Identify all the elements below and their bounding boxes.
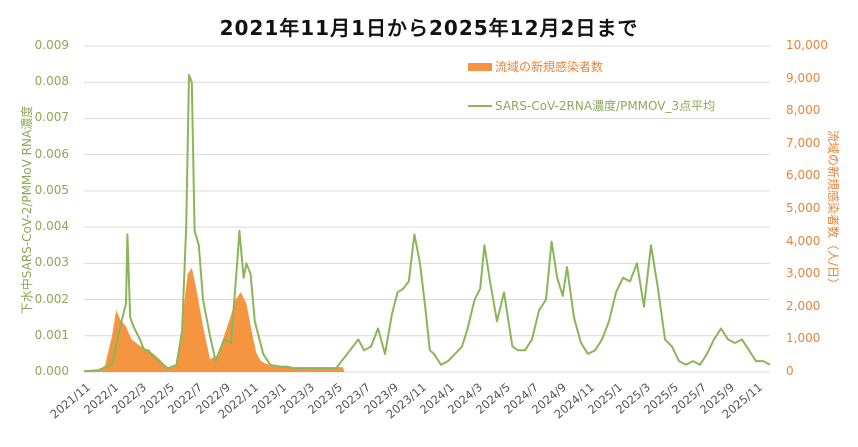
right-y-tick: 10,000 (786, 38, 828, 52)
right-y-tick: 5,000 (786, 201, 821, 215)
right-y-tick: 3,000 (786, 266, 821, 281)
rna-line-series (83, 74, 771, 373)
right-y-tick: 7,000 (786, 135, 821, 150)
right-y-tick: 4,000 (786, 233, 821, 248)
legend-swatch-cases (468, 62, 492, 71)
right-y-axis-label: 流域の新規感染者数（人/日） (826, 129, 840, 291)
right-y-tick: 8,000 (786, 103, 821, 118)
right-y-tick: 2,000 (786, 298, 821, 313)
left-y-tick: 0.008 (34, 74, 69, 89)
right-y-tick: 0 (786, 364, 794, 378)
chart-title: 2021年11月1日から2025年12月2日まで (219, 16, 639, 40)
cases-area-series (84, 267, 345, 372)
left-y-tick: 0.004 (34, 219, 69, 234)
right-y-tick: 9,000 (786, 70, 821, 85)
gridlines (84, 45, 770, 373)
left-y-tick: 0.003 (34, 255, 69, 270)
left-y-axis-label: 下水中SARS-CoV-2/PMMoV RNA濃度 (20, 105, 34, 315)
left-y-tick: 0.006 (34, 146, 69, 161)
left-y-tick: 0.000 (34, 364, 69, 378)
left-y-tick: 0.002 (34, 291, 69, 306)
left-y-tick: 0.009 (34, 38, 69, 52)
legend-item-cases: 流域の新規感染者数 (468, 58, 603, 75)
right-y-tick: 1,000 (786, 331, 821, 346)
legend-label-rna: SARS-CoV-2RNA濃度/PMMOV_3点平均 (495, 99, 716, 113)
left-y-tick: 0.005 (34, 182, 69, 197)
left-y-tick: 0.007 (34, 110, 69, 125)
left-y-tick: 0.001 (34, 327, 69, 342)
legend-label-cases: 流域の新規感染者数 (495, 60, 604, 74)
right-y-tick: 6,000 (786, 168, 821, 183)
legend-swatch-rna (468, 104, 492, 107)
legend-item-rna: SARS-CoV-2RNA濃度/PMMOV_3点平均 (468, 97, 715, 114)
